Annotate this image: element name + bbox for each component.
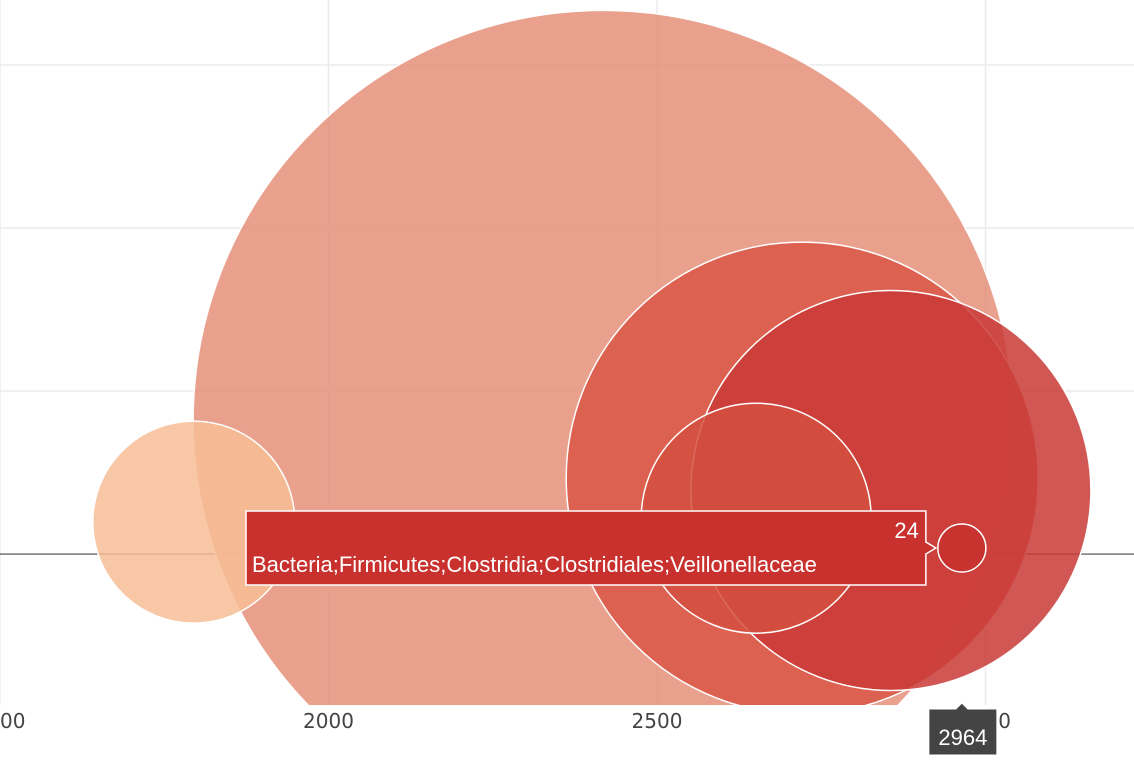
bubble xyxy=(937,523,987,573)
bubbles xyxy=(92,9,1092,705)
x-tick-label: 1500 xyxy=(0,709,25,733)
hover-value: 24 xyxy=(894,518,918,543)
x-tick-label: 2500 xyxy=(632,709,683,733)
hover-box xyxy=(245,510,938,586)
hover-layer: 24 Bacteria;Firmicutes;Clostridia;Clostri… xyxy=(245,510,998,756)
x-hover-value: 2964 xyxy=(938,725,987,750)
x-tick-label: 2000 xyxy=(303,709,354,733)
hover-name: Bacteria;Firmicutes;Clostridia;Clostridi… xyxy=(252,552,817,577)
x-hover-box xyxy=(928,702,998,756)
